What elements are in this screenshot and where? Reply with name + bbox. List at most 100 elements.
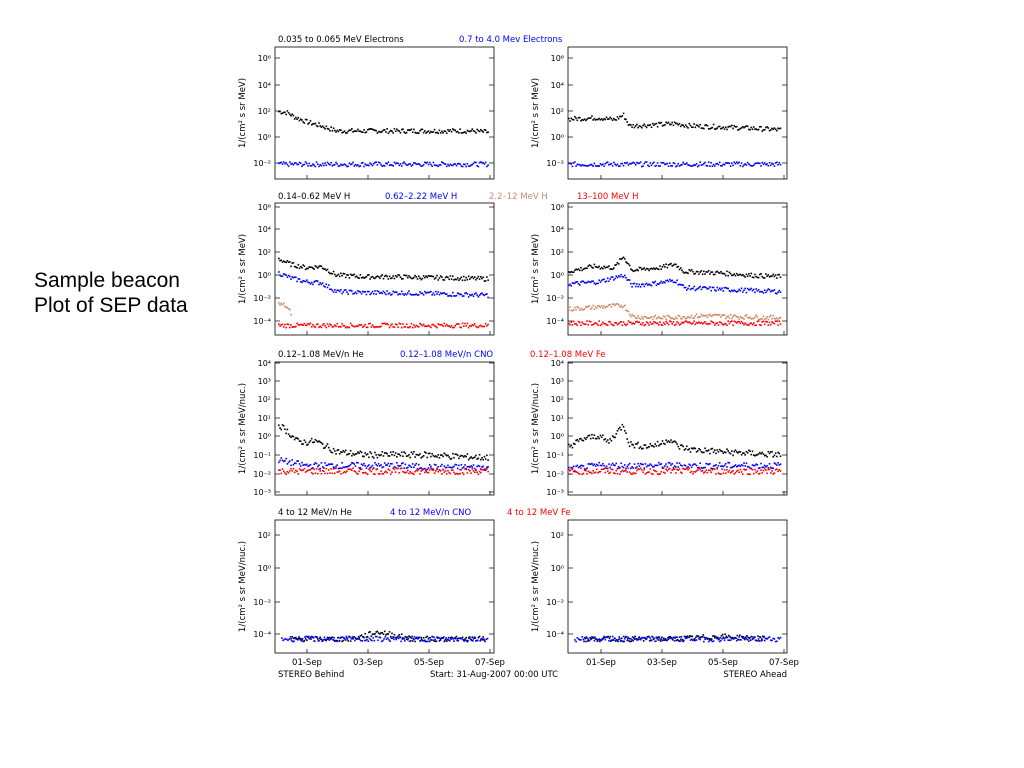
data-point: [634, 321, 637, 323]
data-point: [287, 433, 290, 436]
data-point: [475, 132, 477, 134]
data-point: [682, 640, 684, 643]
data-point: [419, 473, 421, 475]
data-point: [388, 631, 391, 633]
data-point: [683, 272, 686, 274]
data-point: [576, 305, 579, 308]
data-point: [469, 294, 471, 296]
data-point: [755, 324, 757, 327]
data-point: [689, 451, 692, 453]
data-point: [633, 463, 636, 465]
data-point: [709, 313, 711, 316]
data-point: [342, 163, 345, 166]
data-point: [611, 435, 614, 437]
data-point: [731, 636, 734, 639]
data-point: [589, 117, 592, 119]
data-point: [471, 468, 474, 470]
data-point: [400, 278, 403, 280]
data-point: [595, 165, 598, 168]
data-point: [400, 290, 403, 293]
data-point: [765, 320, 767, 323]
y-axis-label: 1/(cm² s sr MeV): [238, 78, 248, 148]
data-point: [667, 165, 670, 167]
data-point: [476, 639, 479, 642]
data-point: [715, 313, 717, 316]
data-point: [388, 275, 391, 278]
series: [568, 256, 782, 279]
data-point: [699, 161, 701, 164]
data-point: [372, 473, 375, 475]
data-point: [280, 457, 283, 459]
data-point: [422, 323, 425, 326]
data-point: [631, 285, 633, 288]
data-point: [306, 279, 308, 281]
data-point: [720, 165, 722, 167]
data-point: [334, 472, 336, 475]
data-point: [470, 456, 472, 458]
data-point: [346, 453, 348, 456]
data-point: [642, 463, 644, 466]
data-point: [598, 638, 601, 640]
data-point: [777, 324, 779, 327]
data-point: [419, 322, 421, 325]
data-point: [722, 163, 725, 166]
data-point: [301, 639, 303, 641]
data-point: [648, 317, 650, 320]
data-point: [649, 443, 652, 445]
data-point: [448, 471, 450, 474]
data-point: [587, 463, 590, 465]
data-point: [442, 455, 444, 458]
data-point: [602, 278, 604, 281]
data-point: [415, 132, 418, 134]
data-point: [453, 471, 455, 474]
data-point: [483, 128, 486, 131]
data-point: [682, 639, 685, 642]
series: [281, 635, 489, 643]
data-point: [582, 119, 585, 121]
data-point: [287, 165, 290, 168]
data-point: [613, 324, 615, 327]
data-point: [668, 441, 671, 444]
data-point: [303, 322, 306, 325]
data-point: [458, 279, 460, 282]
data-point: [662, 281, 665, 283]
data-point: [672, 321, 675, 323]
data-point: [767, 274, 770, 276]
data-point: [471, 466, 474, 468]
data-point: [465, 165, 468, 168]
data-point: [731, 162, 733, 165]
data-point: [569, 306, 571, 308]
data-point: [361, 161, 364, 164]
data-point: [304, 471, 307, 473]
data-point: [709, 273, 711, 275]
data-point: [582, 164, 585, 167]
data-point: [454, 473, 457, 475]
data-point: [694, 289, 697, 292]
data-point: [721, 450, 723, 453]
data-point: [727, 320, 729, 322]
data-point: [404, 472, 407, 474]
data-point: [460, 326, 463, 329]
series-label: 4 to 12 MeV/n CNO: [390, 508, 471, 518]
data-point: [415, 324, 418, 327]
data-point: [326, 286, 329, 289]
data-point: [327, 638, 329, 640]
data-point: [603, 635, 605, 638]
data-point: [290, 163, 292, 165]
data-point: [486, 466, 488, 468]
data-point: [332, 164, 335, 166]
data-point: [377, 473, 380, 475]
data-point: [306, 639, 308, 641]
data-point: [703, 466, 705, 469]
data-point: [324, 286, 326, 288]
data-point: [773, 462, 776, 464]
data-point: [310, 164, 313, 167]
data-point: [467, 165, 470, 167]
y-tick-label: 10⁰: [551, 564, 564, 573]
data-point: [620, 273, 622, 276]
data-point: [617, 275, 620, 277]
data-point: [290, 265, 292, 268]
data-point: [330, 126, 332, 128]
data-point: [400, 640, 402, 643]
data-point: [323, 164, 325, 167]
